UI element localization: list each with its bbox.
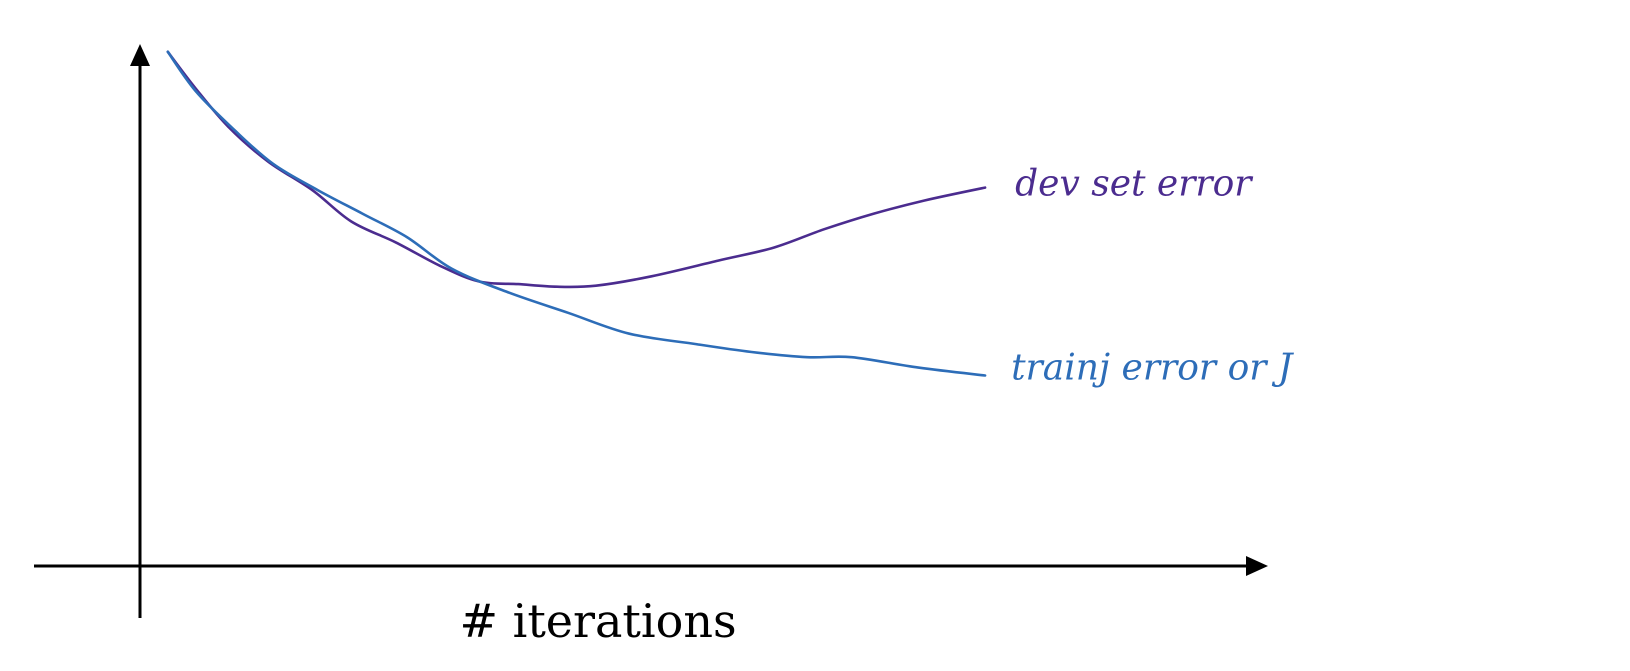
x-axis-label: # iterations xyxy=(459,594,736,648)
series-label-1: trainj error or J xyxy=(1011,348,1295,389)
series-line-0 xyxy=(166,50,987,289)
series-label-0: dev set error xyxy=(1015,164,1253,205)
series-layer: dev set error trainj error or J xyxy=(166,50,1295,389)
series-line-1 xyxy=(166,50,987,377)
y-axis-arrow xyxy=(130,44,150,66)
x-axis-arrow xyxy=(1246,556,1268,576)
